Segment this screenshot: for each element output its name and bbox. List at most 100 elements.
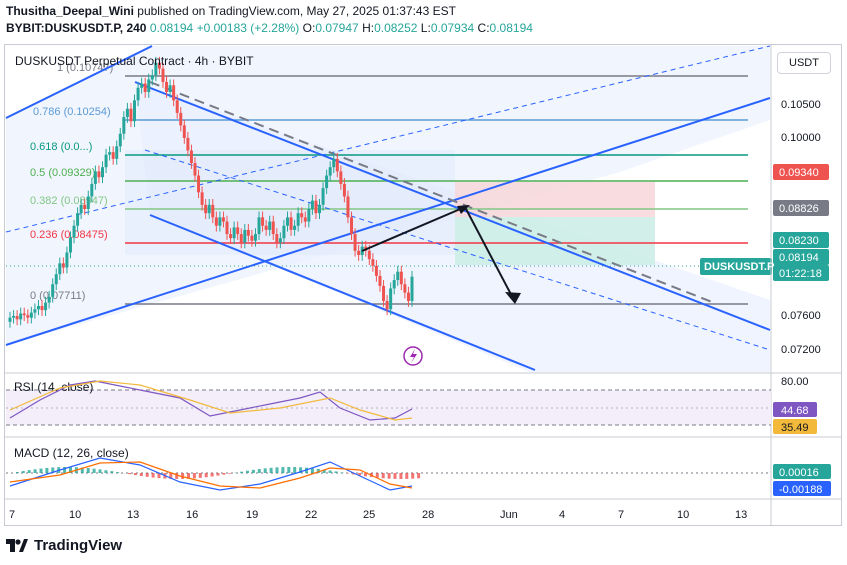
descending-channel-mid xyxy=(144,149,771,351)
candle-body xyxy=(264,225,268,230)
candle-body xyxy=(278,238,282,243)
candle-body xyxy=(26,315,30,318)
macd-histogram-bar xyxy=(216,473,220,476)
candle-body xyxy=(293,225,297,230)
candle-body xyxy=(100,167,104,178)
descending-channel-upper xyxy=(134,81,771,331)
candle-body xyxy=(150,75,154,80)
time-axis-tick: 16 xyxy=(186,509,198,521)
macd-histogram-bar xyxy=(198,473,202,478)
candle-body xyxy=(54,274,58,285)
candle-body xyxy=(79,204,83,214)
publish-info: published on TradingView.com, May 27, 20… xyxy=(137,4,456,18)
candle-body xyxy=(207,204,211,214)
macd-histogram-bar xyxy=(299,467,303,473)
macd-badge xyxy=(773,464,831,479)
macd-histogram-bar xyxy=(192,473,196,479)
candle-body xyxy=(122,117,126,134)
fib-level-label: 0.236 (0.08475) xyxy=(30,229,108,241)
macd-histogram-bar xyxy=(63,467,67,473)
lightning-icon xyxy=(403,346,423,366)
candle-body xyxy=(33,309,37,313)
macd-histogram-bar xyxy=(15,472,19,473)
candle-body xyxy=(307,209,311,222)
candle-body xyxy=(72,225,76,238)
macd-histogram-bar xyxy=(104,470,108,473)
macd-histogram-bar xyxy=(340,472,344,473)
macd-histogram-bar xyxy=(316,468,320,473)
candle-body xyxy=(289,217,293,230)
time-axis-tick: 7 xyxy=(618,509,624,521)
candle-body xyxy=(68,237,72,253)
candle-body xyxy=(332,158,336,168)
candle-body xyxy=(12,315,16,318)
author-name[interactable]: Thusitha_Deepal_Wini xyxy=(6,4,134,18)
candle-body xyxy=(239,234,243,243)
candle-body xyxy=(133,100,137,122)
macd-histogram-bar xyxy=(228,473,232,474)
projected-path-pivot-arrow xyxy=(457,205,470,214)
rsi-badge-label: 44.68 xyxy=(781,405,809,417)
candle-body xyxy=(339,171,343,184)
candle-body xyxy=(111,152,115,159)
macd-histogram-bar xyxy=(128,473,131,475)
tradingview-logo[interactable]: TradingView xyxy=(6,537,122,554)
time-axis-tick: 13 xyxy=(127,509,139,521)
candle-body xyxy=(161,68,165,82)
candle-body xyxy=(221,217,225,222)
candle-body xyxy=(342,183,346,197)
price-badge xyxy=(773,232,829,248)
macd-histogram-bar xyxy=(181,473,185,479)
macd-histogram-bar xyxy=(257,469,261,473)
last-price: 0.08194 xyxy=(149,21,194,35)
candle-body xyxy=(253,234,257,241)
price-axis-tick: 0.10000 xyxy=(781,132,821,144)
candle-body xyxy=(218,217,222,226)
candle-body xyxy=(189,150,193,164)
macd-histogram-bar xyxy=(116,472,120,473)
currency-button[interactable]: USDT xyxy=(777,52,831,74)
price-badge xyxy=(773,249,829,265)
candle-body xyxy=(140,83,144,88)
macd-histogram-bar xyxy=(39,468,43,473)
candle-body xyxy=(335,158,339,172)
candle-body xyxy=(182,125,186,138)
rsi-band xyxy=(6,390,771,425)
candle-body xyxy=(261,217,265,226)
macd-histogram-bar xyxy=(287,467,291,473)
candle-body xyxy=(136,87,140,101)
macd-histogram-bar xyxy=(293,467,297,473)
macd-histogram-bar xyxy=(92,468,96,473)
ohlc-open-key: O: xyxy=(302,21,316,35)
position-stop-zone xyxy=(455,182,655,217)
macd-histogram-bar xyxy=(187,473,190,479)
candle-body xyxy=(392,280,396,289)
macd-histogram-bar xyxy=(139,473,143,477)
candle-body xyxy=(97,171,101,178)
candle-body xyxy=(104,154,108,168)
macd-histogram-bar xyxy=(263,468,267,473)
rsi-ma-line xyxy=(9,380,413,421)
fib-level-label: 0.382 (0.08947) xyxy=(30,195,108,207)
candle-body xyxy=(143,83,147,92)
macd-histogram-bar xyxy=(80,467,84,473)
price-badge-label: 0.09340 xyxy=(779,167,819,179)
macd-histogram-bar xyxy=(145,473,149,477)
candle-body xyxy=(193,163,197,176)
macd-histogram-bar xyxy=(27,470,31,473)
candle-body xyxy=(399,271,403,285)
candle-body xyxy=(325,175,329,189)
macd-histogram-bar xyxy=(251,469,255,473)
candle-body xyxy=(350,217,354,235)
candle-body xyxy=(300,213,304,218)
macd-histogram-bar xyxy=(222,473,226,475)
candle-body xyxy=(314,200,318,214)
candle-body xyxy=(165,81,169,92)
lightning-icon-bolt xyxy=(410,349,417,363)
trend-dashed-line xyxy=(149,81,713,303)
ohlc-low-key: L: xyxy=(420,21,431,35)
tradingview-brand: TradingView xyxy=(34,537,123,554)
macd-histogram-bar xyxy=(393,473,397,479)
candle-body xyxy=(147,79,151,92)
